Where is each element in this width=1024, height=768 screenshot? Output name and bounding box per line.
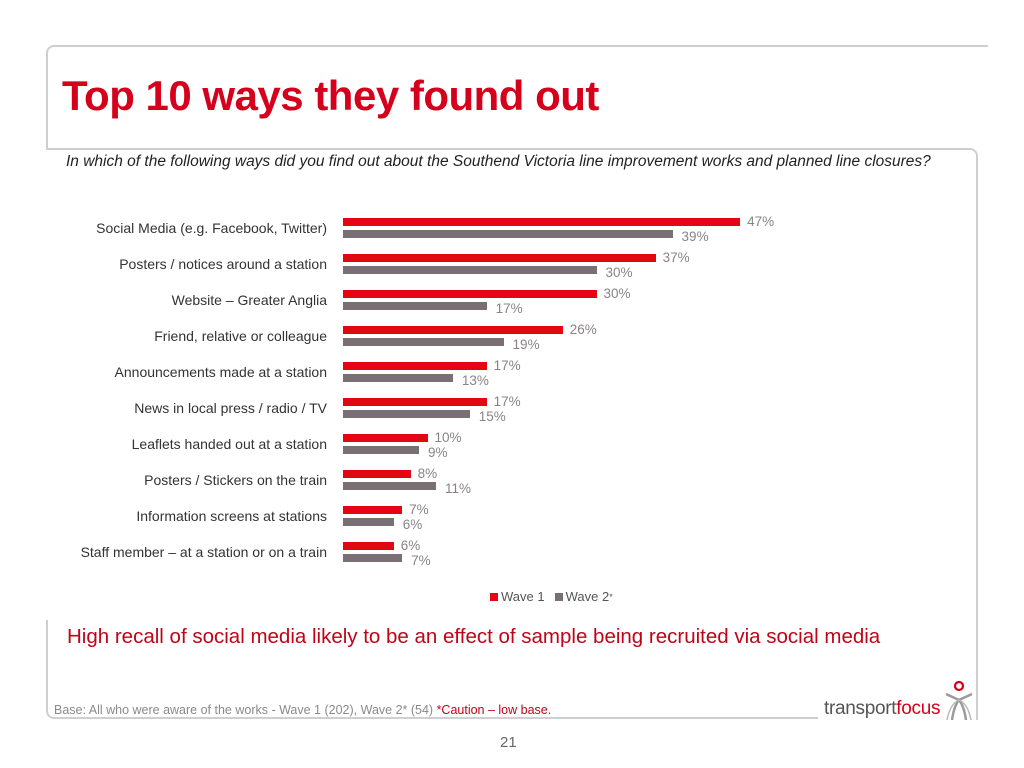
value-label-wave1: 26% xyxy=(569,322,597,337)
low-base-marker: * xyxy=(609,591,613,602)
bar-wave2 xyxy=(343,302,487,310)
value-label-wave1: 7% xyxy=(409,502,429,517)
category-label: Announcements made at a station xyxy=(114,364,327,380)
legend-swatch-wave1 xyxy=(490,592,498,601)
category-label: Friend, relative or colleague xyxy=(154,328,327,344)
bar-wave1 xyxy=(343,290,597,298)
footer-frame xyxy=(46,620,818,719)
slide-title: Top 10 ways they found out xyxy=(62,72,599,119)
value-label-wave2: 19% xyxy=(512,337,540,352)
body-frame xyxy=(46,148,978,720)
category-label: Leaflets handed out at a station xyxy=(131,436,327,452)
logo-word-focus: focus xyxy=(896,698,941,719)
legend-swatch-wave2 xyxy=(554,592,563,601)
value-label-wave2: 30% xyxy=(605,265,633,280)
bar-wave1 xyxy=(343,542,394,550)
survey-question: In which of the following ways did you f… xyxy=(66,153,931,170)
bar-wave2 xyxy=(343,410,470,418)
logo-word-transport: transport xyxy=(824,698,897,719)
value-label-wave2: 11% xyxy=(444,481,471,496)
caution-text: *Caution – low base. xyxy=(436,703,552,717)
legend-label-wave1: Wave 1 xyxy=(501,589,545,604)
value-label-wave2: 17% xyxy=(495,301,523,316)
bar-wave2 xyxy=(343,338,504,346)
bar-wave1 xyxy=(343,218,741,226)
value-label-wave1: 6% xyxy=(400,538,421,553)
value-label-wave1: 30% xyxy=(603,286,631,301)
category-label: Website – Greater Anglia xyxy=(171,292,327,308)
legend-wave1: Wave 1 xyxy=(490,589,545,604)
base-text: Base: All who were aware of the works - … xyxy=(54,703,437,717)
category-label: Staff member – at a station or on a trai… xyxy=(80,544,327,560)
chart-legend: Wave 1 Wave 2 * xyxy=(490,589,617,604)
title-frame xyxy=(46,45,988,149)
bar-wave2 xyxy=(343,446,420,454)
bar-wave1 xyxy=(343,254,656,262)
value-label-wave2: 6% xyxy=(402,517,423,532)
bar-wave2 xyxy=(343,230,673,238)
bar-wave2 xyxy=(343,554,403,562)
bar-wave1 xyxy=(343,398,487,406)
bar-wave1 xyxy=(343,326,563,334)
logo-wordmark: transportfocus xyxy=(824,698,941,720)
bar-wave1 xyxy=(343,506,403,514)
base-note: Base: All who were aware of the works - … xyxy=(54,703,551,717)
bar-wave1 xyxy=(343,470,411,478)
bar-wave1 xyxy=(343,434,428,442)
value-label-wave1: 37% xyxy=(662,250,690,265)
bar-wave2 xyxy=(343,482,436,490)
bar-wave2 xyxy=(343,374,453,382)
page-number: 21 xyxy=(500,734,517,751)
category-label: Information screens at stations xyxy=(136,508,327,524)
value-label-wave2: 39% xyxy=(681,229,709,244)
bar-wave2 xyxy=(343,266,597,274)
value-label-wave1: 17% xyxy=(493,358,521,373)
key-finding: High recall of social media likely to be… xyxy=(67,625,881,648)
value-label-wave1: 8% xyxy=(417,466,438,481)
value-label-wave1: 47% xyxy=(747,214,775,229)
bar-wave2 xyxy=(343,518,394,526)
category-label: News in local press / radio / TV xyxy=(134,400,327,416)
value-label-wave2: 13% xyxy=(461,373,489,388)
value-label-wave2: 7% xyxy=(411,553,431,568)
value-label-wave2: 9% xyxy=(428,445,448,460)
value-label-wave1: 17% xyxy=(493,394,521,409)
category-label: Posters / Stickers on the train xyxy=(144,472,327,488)
legend-label-wave2: Wave 2 xyxy=(565,589,610,604)
value-label-wave1: 10% xyxy=(434,430,462,445)
category-label: Posters / notices around a station xyxy=(119,256,327,272)
transportfocus-logo: transportfocus xyxy=(824,680,974,720)
bar-wave1 xyxy=(343,362,487,370)
transportfocus-figure-icon xyxy=(945,680,973,720)
legend-wave2: Wave 2 * xyxy=(554,589,613,604)
category-label: Social Media (e.g. Facebook, Twitter) xyxy=(96,220,327,236)
value-label-wave2: 15% xyxy=(478,409,506,424)
